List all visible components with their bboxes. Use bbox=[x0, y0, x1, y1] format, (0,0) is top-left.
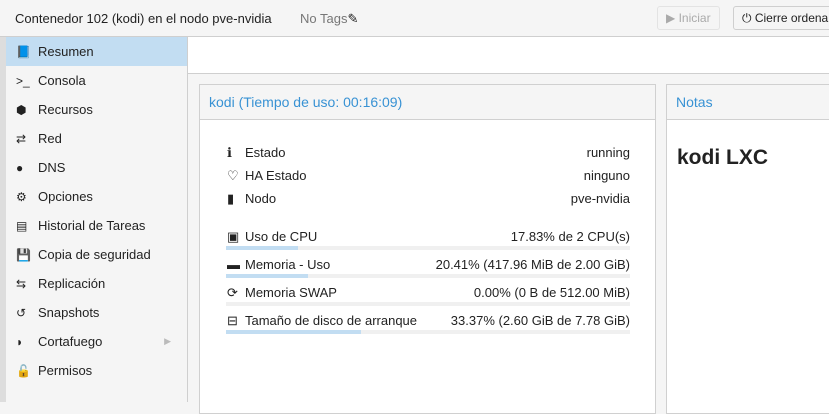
disk-bar bbox=[226, 330, 630, 334]
cpu-label: Uso de CPU bbox=[245, 229, 318, 244]
list-icon: ▤ bbox=[16, 218, 28, 233]
resource-tree-edge bbox=[0, 37, 6, 402]
sidebar-item-label: Snapshots bbox=[38, 305, 100, 320]
sidebar-item-red[interactable]: ⇄ Red bbox=[6, 124, 187, 153]
exchange-icon: ⇄ bbox=[16, 131, 27, 146]
sidebar-item-cortafuego[interactable]: ◗ Cortafuego ▶ bbox=[6, 327, 187, 356]
sidebar-item-label: Opciones bbox=[38, 189, 93, 204]
start-button[interactable]: ▶ Iniciar bbox=[657, 6, 720, 30]
sidebar-item-label: Resumen bbox=[38, 44, 94, 59]
sidebar-item-resumen[interactable]: 📘 Resumen bbox=[6, 37, 187, 66]
ha-label: HA Estado bbox=[245, 168, 307, 183]
swap-label: Memoria SWAP bbox=[245, 285, 337, 300]
cpu-icon: ▣ bbox=[227, 229, 240, 244]
disk-value: 33.37% (2.60 GiB de 7.78 GiB) bbox=[450, 313, 630, 328]
sidebar-item-copia-de-seguridad[interactable]: 💾 Copia de seguridad bbox=[6, 240, 187, 269]
building-icon: ▮ bbox=[227, 191, 235, 206]
sidebar: 📘 Resumen >_ Consola ⬢ Recursos ⇄ Red ● DNS ⚙ Opcio… bbox=[6, 37, 188, 402]
notes-panel: Notas kodi LXC bbox=[666, 84, 829, 414]
estado-value: running bbox=[586, 145, 630, 160]
swap-value: 0.00% (0 B de 512.00 MiB) bbox=[473, 285, 630, 300]
play-icon: ▶ bbox=[666, 11, 676, 25]
nodo-label: Nodo bbox=[245, 191, 277, 206]
memory-icon: ▬ bbox=[227, 257, 240, 272]
sidebar-item-label: Red bbox=[38, 131, 62, 146]
sidebar-item-replicaci-n[interactable]: ⇆ Replicación bbox=[6, 269, 187, 298]
page-title: Contenedor 102 (kodi) en el nodo pve-nvi… bbox=[15, 11, 272, 26]
shutdown-label: Cierre ordena bbox=[754, 11, 829, 25]
status-panel-title: kodi (Tiempo de uso: 00:16:09) bbox=[200, 85, 655, 120]
pencil-icon: ✎ bbox=[347, 11, 359, 26]
disk-label: Tamaño de disco de arranque bbox=[245, 313, 418, 328]
sidebar-item-permisos[interactable]: 🔓 Permisos bbox=[6, 356, 187, 385]
shield-icon: ◗ bbox=[16, 334, 24, 349]
sidebar-item-snapshots[interactable]: ↺ Snapshots bbox=[6, 298, 187, 327]
book-icon: 📘 bbox=[16, 44, 31, 59]
sidebar-item-recursos[interactable]: ⬢ Recursos bbox=[6, 95, 187, 124]
sidebar-item-label: DNS bbox=[38, 160, 66, 175]
unlock-icon: 🔓 bbox=[16, 363, 31, 378]
ha-value: ninguno bbox=[583, 168, 630, 183]
floppy-icon: 💾 bbox=[16, 247, 31, 262]
tags-edit[interactable]: No Tags✎ bbox=[300, 11, 358, 27]
cpu-bar bbox=[226, 246, 630, 250]
info-icon: ℹ bbox=[227, 145, 232, 160]
globe-icon: ● bbox=[16, 160, 24, 175]
gear-icon: ⚙ bbox=[16, 189, 27, 204]
sidebar-item-consola[interactable]: >_ Consola bbox=[6, 66, 187, 95]
mem-bar bbox=[226, 274, 630, 278]
mem-value: 20.41% (417.96 MiB de 2.00 GiB) bbox=[435, 257, 630, 272]
nodo-value: pve-nvidia bbox=[570, 191, 630, 206]
sidebar-item-label: Consola bbox=[38, 73, 86, 88]
cpu-value: 17.83% de 2 CPU(s) bbox=[510, 229, 630, 244]
heartbeat-icon: ♡ bbox=[227, 168, 239, 183]
header: Contenedor 102 (kodi) en el nodo pve-nvi… bbox=[0, 0, 829, 37]
content-toolbar bbox=[188, 37, 829, 74]
hdd-icon: ⊟ bbox=[227, 313, 238, 328]
sidebar-item-dns[interactable]: ● DNS bbox=[6, 153, 187, 182]
notes-title: Notas bbox=[667, 85, 829, 120]
status-panel: kodi (Tiempo de uso: 00:16:09) ℹ Estado ru… bbox=[199, 84, 656, 414]
sidebar-item-historial-de-tareas[interactable]: ▤ Historial de Tareas bbox=[6, 211, 187, 240]
terminal-icon: >_ bbox=[16, 73, 30, 88]
sidebar-item-label: Copia de seguridad bbox=[38, 247, 151, 262]
power-icon: ⏻ bbox=[742, 11, 752, 25]
mem-label: Memoria - Uso bbox=[245, 257, 331, 272]
sidebar-item-label: Cortafuego bbox=[38, 334, 103, 349]
retweet-icon: ⇆ bbox=[16, 276, 27, 291]
cube-icon: ⬢ bbox=[16, 102, 27, 117]
sidebar-item-label: Replicación bbox=[38, 276, 106, 291]
swap-bar bbox=[226, 302, 630, 306]
start-label: Iniciar bbox=[678, 11, 711, 25]
sidebar-item-opciones[interactable]: ⚙ Opciones bbox=[6, 182, 187, 211]
sidebar-item-label: Historial de Tareas bbox=[38, 218, 146, 233]
shutdown-button[interactable]: ⏻ Cierre ordena bbox=[733, 6, 829, 30]
expand-arrow-icon[interactable]: ▶ bbox=[164, 336, 171, 346]
tags-label: No Tags bbox=[300, 11, 348, 26]
refresh-icon: ⟳ bbox=[227, 285, 238, 300]
notes-content[interactable]: kodi LXC bbox=[677, 146, 769, 169]
main-content: kodi (Tiempo de uso: 00:16:09) ℹ Estado ru… bbox=[188, 37, 829, 414]
estado-label: Estado bbox=[245, 145, 286, 160]
sidebar-item-label: Recursos bbox=[38, 102, 93, 117]
history-icon: ↺ bbox=[16, 305, 27, 320]
sidebar-item-label: Permisos bbox=[38, 363, 93, 378]
